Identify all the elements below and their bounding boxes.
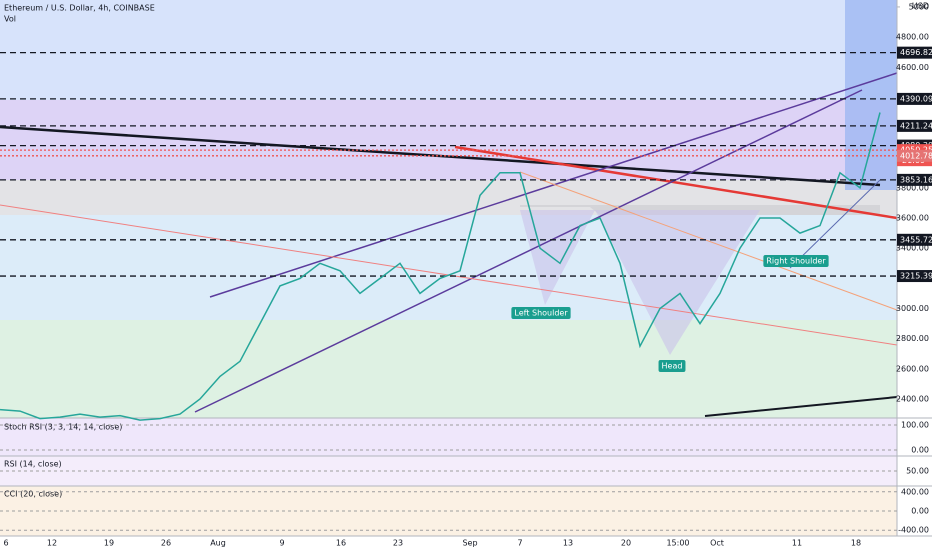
chart-title: Ethereum / U.S. Dollar, 4h, COINBASE xyxy=(4,4,155,13)
x-tick-label: 23 xyxy=(393,539,403,548)
level-tag xyxy=(897,119,932,132)
x-tick-label: 16 xyxy=(336,539,346,548)
y-tick-label: 3800.00 xyxy=(896,183,929,192)
annotation-label: Left Shoulder xyxy=(514,309,568,318)
axis-frame xyxy=(0,0,932,537)
level-tag xyxy=(897,92,932,105)
pane-title: RSI (14, close) xyxy=(4,460,62,469)
level-label: 3853.16 xyxy=(900,175,932,184)
x-tick-label: Oct xyxy=(710,539,724,548)
y-tick-label: 4800.00 xyxy=(896,33,929,42)
level-tag xyxy=(897,149,932,162)
level-tag xyxy=(897,46,932,59)
x-tick-label: Aug xyxy=(210,539,226,548)
pane-tick-label: 400.00 xyxy=(901,487,929,496)
x-tick-label: Sep xyxy=(462,539,477,548)
annotation-box xyxy=(658,360,686,372)
pane-title: Stoch RSI (3, 3, 14, 14, close) xyxy=(4,423,122,432)
pane-tick-label: 50.00 xyxy=(906,467,929,476)
x-tick-label: 13 xyxy=(563,539,573,548)
currency-label: USD xyxy=(912,2,929,11)
level-label: 3455.72 xyxy=(900,235,932,244)
x-tick-label: 19 xyxy=(104,539,114,548)
pane-tick-label: 0.00 xyxy=(911,507,929,516)
x-tick-label: 15:00 xyxy=(666,539,689,548)
y-tick-label: 4600.00 xyxy=(896,63,929,72)
x-tick-label: 6 xyxy=(3,539,8,548)
y-tick-label: 3000.00 xyxy=(896,304,929,313)
pane-tick-label: 0.00 xyxy=(911,446,929,455)
backgrounds xyxy=(0,0,897,536)
x-tick-label: 11 xyxy=(792,539,802,548)
annotation-label: Right Shoulder xyxy=(766,257,826,266)
pane-title: CCI (20, close) xyxy=(4,490,62,499)
annotation-box xyxy=(763,255,829,267)
level-label: 4696.82 xyxy=(900,48,932,57)
x-tick-label: 26 xyxy=(161,539,171,548)
y-tick-label: 3400.00 xyxy=(896,244,929,253)
x-tick-label: 12 xyxy=(47,539,57,548)
price-line xyxy=(0,112,881,421)
y-tick-label: 2400.00 xyxy=(896,395,929,404)
level-label: 3215.39 xyxy=(900,272,932,281)
level-label: 4012.78 xyxy=(900,151,932,160)
x-tick-label: 7 xyxy=(517,539,522,548)
level-label: 4390.09 xyxy=(900,94,932,103)
level-tag xyxy=(897,173,932,186)
chart-subtitle: Vol xyxy=(4,15,16,24)
y-tick-label: 5000 xyxy=(909,2,929,11)
level-label: 4211.24 xyxy=(900,121,932,130)
pane-tick-label: 100.00 xyxy=(901,421,929,430)
pane-tick-label: -400.00 xyxy=(898,526,929,535)
level-tag xyxy=(897,233,932,246)
y-tick-label: 2800.00 xyxy=(896,334,929,343)
x-tick-label: 20 xyxy=(621,539,631,548)
x-tick-label: 9 xyxy=(279,539,284,548)
annotation-box xyxy=(511,307,571,319)
y-tick-label: 3600.00 xyxy=(896,214,929,223)
y-tick-label: 2600.00 xyxy=(896,364,929,373)
annotation-label: Head xyxy=(662,362,683,371)
x-tick-label: 18 xyxy=(851,539,861,548)
level-tag xyxy=(897,270,932,283)
